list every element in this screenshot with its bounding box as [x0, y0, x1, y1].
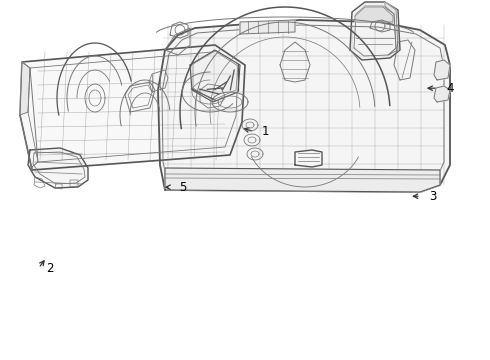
- Text: 2: 2: [47, 262, 54, 275]
- Polygon shape: [20, 45, 245, 170]
- Polygon shape: [158, 20, 450, 192]
- Polygon shape: [20, 62, 30, 115]
- Polygon shape: [165, 168, 440, 192]
- Polygon shape: [350, 2, 400, 60]
- Polygon shape: [28, 148, 88, 188]
- Polygon shape: [190, 50, 240, 102]
- Text: 5: 5: [179, 181, 186, 194]
- Polygon shape: [434, 86, 450, 102]
- Polygon shape: [355, 7, 393, 22]
- Polygon shape: [240, 20, 295, 34]
- Polygon shape: [295, 150, 322, 167]
- Text: 1: 1: [262, 125, 270, 138]
- Text: 4: 4: [446, 82, 453, 95]
- Text: 3: 3: [429, 190, 436, 203]
- Polygon shape: [385, 2, 398, 55]
- Polygon shape: [434, 60, 450, 80]
